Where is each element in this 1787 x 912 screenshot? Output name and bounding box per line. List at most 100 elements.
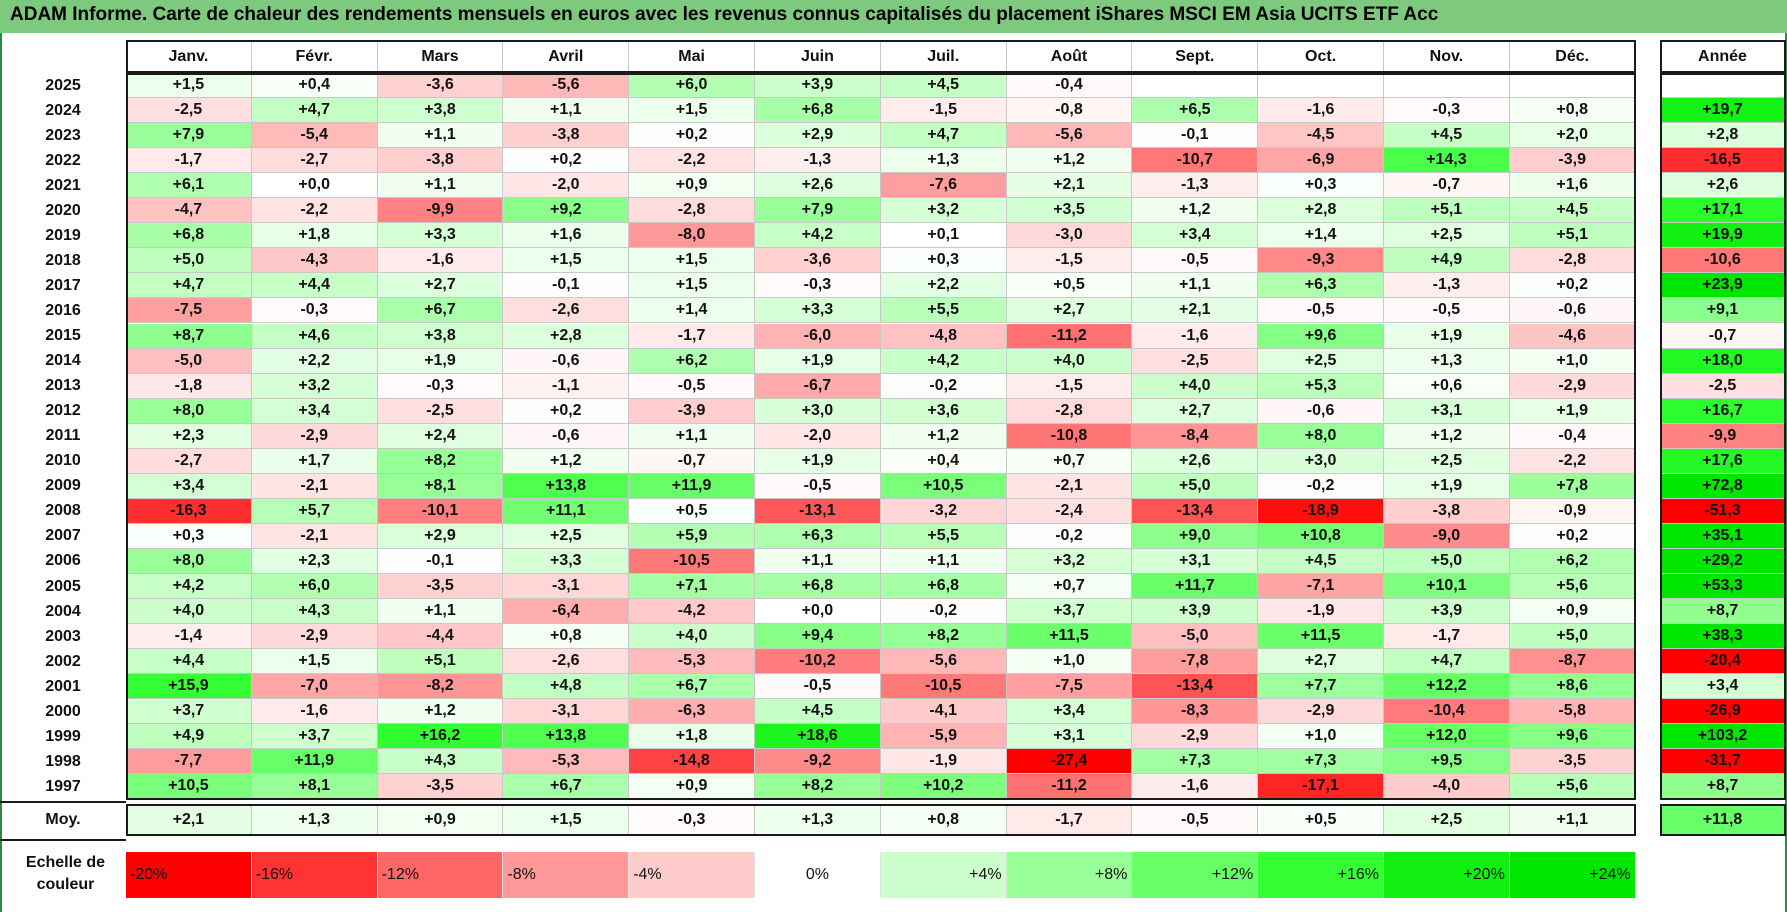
heatmap-cell: -2,8	[1509, 248, 1636, 274]
year-label: 2018	[45, 251, 81, 269]
scale-label: Echelle de couleur	[25, 854, 106, 893]
heatmap-cell: -1,3	[1132, 173, 1259, 199]
heatmap-cell: -7,8	[1132, 649, 1259, 675]
heatmap-cell: -3,9	[629, 398, 755, 424]
heatmap-cell: +3,3	[377, 223, 504, 249]
heatmap-cell: +4,0	[126, 599, 252, 625]
heatmap-cell: -5,3	[503, 749, 630, 775]
heatmap-cell: +3,9	[1132, 599, 1259, 625]
heatmap-cell: +0,7	[1006, 448, 1133, 474]
year-label: 2017	[45, 276, 81, 294]
heatmap-cell: -13,1	[755, 498, 881, 524]
heatmap-cell: +16,2	[377, 724, 504, 750]
heatmap-cell: +4,3	[251, 599, 378, 625]
heatmap-cell: -6,9	[1258, 148, 1384, 174]
year-label: 2012	[45, 402, 81, 420]
heatmap-cell: +3,1	[1132, 548, 1259, 574]
heatmap-cell: -10,1	[377, 498, 504, 524]
heatmap-cell: +1,0	[1509, 348, 1636, 374]
heatmap-cell: +5,1	[1384, 198, 1510, 224]
heatmap-cell: +9,6	[1509, 724, 1636, 750]
month-header: Nov.	[1384, 40, 1510, 73]
heatmap-cell: -9,3	[1258, 248, 1384, 274]
heatmap-cell: +1,8	[629, 724, 755, 750]
year-label: 2000	[45, 702, 81, 720]
heatmap-cell: +0,9	[629, 774, 755, 800]
heatmap-cell: -9,0	[1384, 523, 1510, 549]
heatmap-cell: +6,5	[1132, 98, 1259, 124]
scale-swatch: -20%	[126, 852, 252, 898]
heatmap-cell	[1384, 73, 1510, 99]
average-cell: +2,1	[126, 804, 252, 837]
heatmap-cell: +3,1	[1006, 724, 1133, 750]
heatmap-cell: +0,5	[1006, 273, 1133, 299]
heatmap-cell: +1,1	[503, 98, 630, 124]
heatmap-cell: +2,0	[1509, 123, 1636, 149]
heatmap-cell: -0,8	[1006, 98, 1133, 124]
heatmap-cell: -3,1	[503, 574, 630, 600]
year-label: 2019	[45, 226, 81, 244]
heatmap-cell: -2,5	[1132, 348, 1259, 374]
heatmap-cell: +1,1	[377, 173, 504, 199]
annual-cell: -31,7	[1660, 749, 1786, 775]
heatmap-cell: +11,9	[629, 473, 755, 499]
year-label: 2025	[45, 76, 81, 94]
heatmap-cell: -0,7	[629, 448, 755, 474]
heatmap-cell: +1,5	[251, 649, 378, 675]
heatmap-cell: -1,5	[880, 98, 1007, 124]
heatmap-cell: +3,0	[755, 398, 881, 424]
heatmap-cell: -7,6	[880, 173, 1007, 199]
heatmap-cell: +4,7	[126, 273, 252, 299]
heatmap-cell: -2,8	[629, 198, 755, 224]
heatmap-cell: -0,6	[1258, 398, 1384, 424]
heatmap-cell: -11,2	[1006, 323, 1133, 349]
heatmap-cell: +1,6	[503, 223, 630, 249]
heatmap-cell: +7,9	[755, 198, 881, 224]
heatmap-cell: +10,1	[1384, 574, 1510, 600]
heatmap-cell: -3,5	[1509, 749, 1636, 775]
annual-cell: +19,7	[1660, 98, 1786, 124]
heatmap-cell: -0,3	[251, 298, 378, 324]
heatmap-cell: +8,6	[1509, 674, 1636, 700]
heatmap-cell: +0,3	[1258, 173, 1384, 199]
heatmap-cell: -1,5	[1006, 248, 1133, 274]
heatmap-cell: -5,0	[126, 348, 252, 374]
heatmap-cell: +3,4	[1006, 699, 1133, 725]
heatmap-cell: -2,9	[1509, 373, 1636, 399]
heatmap-cell: +2,7	[1132, 398, 1259, 424]
heatmap-cell: +6,7	[629, 674, 755, 700]
month-header: Oct.	[1258, 40, 1384, 73]
heatmap-cell: +0,1	[880, 223, 1007, 249]
heatmap-cell: -9,2	[755, 749, 881, 775]
heatmap-cell: -3,8	[503, 123, 630, 149]
heatmap-cell: -0,4	[1006, 73, 1133, 99]
heatmap-cell: -0,6	[503, 423, 630, 449]
heatmap-cell: +4,5	[1258, 548, 1384, 574]
heatmap-cell: -0,2	[1006, 523, 1133, 549]
heatmap-cell: -10,5	[629, 548, 755, 574]
annual-cell: +53,3	[1660, 574, 1786, 600]
heatmap-cell: +9,4	[755, 624, 881, 650]
heatmap-cell: +7,1	[629, 574, 755, 600]
heatmap-cell: -2,7	[126, 448, 252, 474]
frame-left-border	[0, 33, 2, 912]
heatmap-cell: -3,2	[880, 498, 1007, 524]
heatmap-cell: -4,8	[880, 323, 1007, 349]
heatmap-cell: +3,2	[251, 373, 378, 399]
heatmap-cell: +5,9	[629, 523, 755, 549]
heatmap-cell: -2,0	[755, 423, 881, 449]
heatmap-cell: -17,1	[1258, 774, 1384, 800]
heatmap-cell: -2,1	[251, 473, 378, 499]
heatmap-cell: +0,2	[629, 123, 755, 149]
heatmap-cell: +0,8	[503, 624, 630, 650]
heatmap-cell: +9,5	[1384, 749, 1510, 775]
heatmap-cell: +5,5	[880, 523, 1007, 549]
heatmap-cell: +1,9	[755, 348, 881, 374]
heatmap-cell: +2,3	[126, 423, 252, 449]
heatmap-cell: -3,5	[377, 774, 504, 800]
heatmap-cell: -2,8	[1006, 398, 1133, 424]
heatmap-cell: +4,7	[1384, 649, 1510, 675]
heatmap-cell: +4,9	[1384, 248, 1510, 274]
heatmap-cell: +1,1	[1132, 273, 1259, 299]
heatmap-cell: -2,2	[1509, 448, 1636, 474]
